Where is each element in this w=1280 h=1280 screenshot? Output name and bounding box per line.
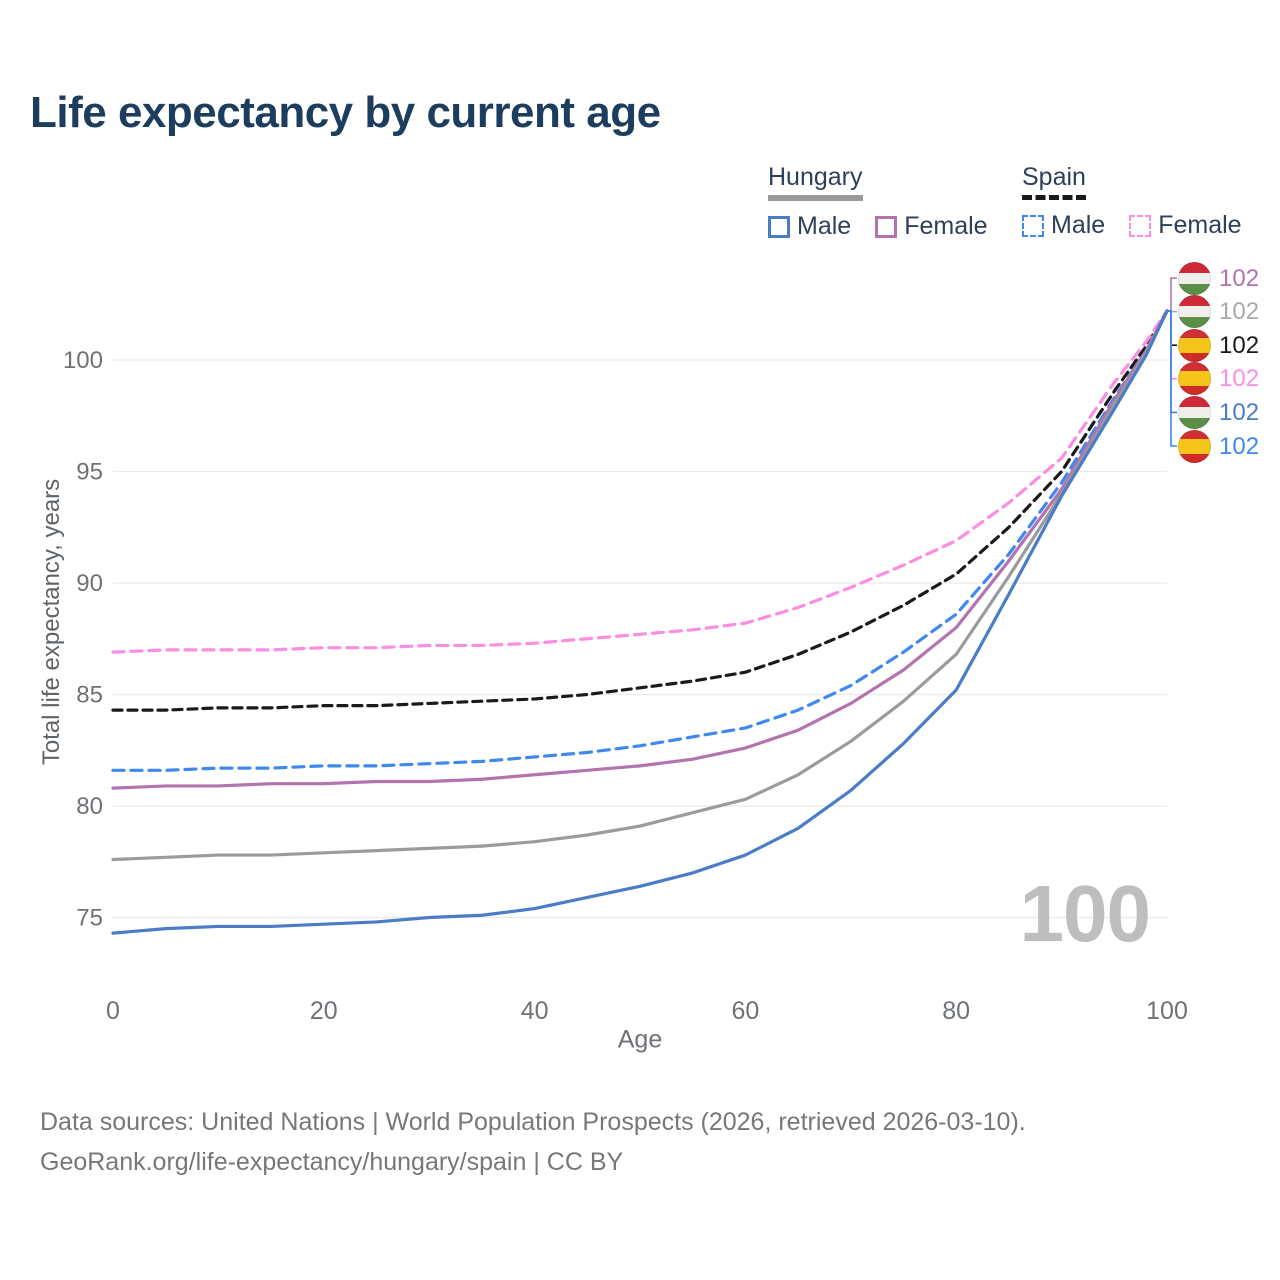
- legend-group-spain: Spain Male Female: [1022, 163, 1266, 240]
- series-line-spain-both-sexes[interactable]: [111, 309, 1169, 712]
- footer-attribution-line: GeoRank.org/life-expectancy/hungary/spai…: [40, 1148, 624, 1176]
- legend-header-hungary[interactable]: Hungary: [768, 163, 863, 201]
- y-axis-title: Total life expectancy, years: [38, 478, 65, 766]
- legend-swatch-hungary-male[interactable]: [768, 215, 790, 238]
- legend-label-hungary-female: Female: [904, 212, 988, 240]
- end-label-row-spain-male: 102: [1178, 429, 1260, 463]
- series-line-spain-female[interactable]: [111, 309, 1169, 654]
- chart-canvas: 75 80 85 90 95 100 0 20 40 60 80 100: [63, 277, 1188, 1025]
- legend-swatch-hungary-female[interactable]: [875, 215, 898, 238]
- legend-label-spain-male: Male: [1051, 211, 1106, 239]
- spain-flag-icon: [1178, 429, 1211, 463]
- hungary-flag-icon: [1178, 261, 1211, 295]
- y-tick-label: 85: [76, 682, 103, 709]
- end-label-leader: [1167, 277, 1177, 312]
- y-tick-label: 95: [76, 459, 103, 486]
- age-watermark: 100: [1019, 869, 1151, 958]
- page-title: Life expectancy by current age: [30, 88, 661, 137]
- series-line-spain-male[interactable]: [111, 309, 1169, 772]
- end-label-row-hungary-male: 102: [1178, 395, 1260, 429]
- y-tick-label: 90: [76, 570, 103, 597]
- x-tick-label: 20: [310, 997, 338, 1025]
- end-label-leader: [1167, 310, 1177, 447]
- x-tick-label: 40: [521, 997, 549, 1025]
- legend-item-spain-female[interactable]: Female: [1129, 211, 1242, 240]
- legend-label-hungary-male: Male: [797, 212, 852, 240]
- end-label-row-hungary-female: 102: [1178, 261, 1260, 295]
- y-tick-label: 100: [63, 347, 103, 374]
- spain-flag-icon: [1178, 328, 1211, 362]
- end-label-row-spain-both-sexes: 102: [1178, 328, 1260, 362]
- end-label-leader: [1167, 310, 1177, 414]
- legend-item-hungary-female[interactable]: Female: [875, 212, 988, 241]
- legend-swatch-spain-female[interactable]: [1129, 214, 1152, 237]
- series-line-hungary-female[interactable]: [111, 309, 1169, 790]
- legend-swatch-spain-male[interactable]: [1022, 214, 1044, 237]
- x-tick-label: 0: [106, 997, 120, 1025]
- hungary-flag-icon: [1178, 395, 1211, 429]
- y-tick-label: 80: [76, 793, 103, 820]
- series-line-hungary-male[interactable]: [111, 309, 1169, 935]
- legend-item-hungary-male[interactable]: Male: [768, 212, 851, 241]
- end-label-value: 102: [1219, 365, 1260, 393]
- end-label-row-hungary-both-sexes: 102: [1178, 295, 1260, 329]
- footer-source-line: Data sources: United Nations | World Pop…: [40, 1108, 1026, 1136]
- series-line-hungary-both-sexes[interactable]: [111, 309, 1169, 862]
- end-label-row-spain-female: 102: [1178, 362, 1260, 396]
- end-label-value: 102: [1219, 298, 1260, 326]
- x-axis-title: Age: [617, 1025, 663, 1054]
- legend-group-hungary: Hungary Male Female: [768, 163, 1012, 241]
- x-tick-label: 100: [1146, 997, 1188, 1025]
- end-label-value: 102: [1219, 398, 1260, 426]
- y-tick-label: 75: [76, 905, 103, 932]
- hungary-flag-icon: [1178, 295, 1211, 329]
- end-label-value: 102: [1219, 264, 1260, 292]
- x-tick-label: 60: [731, 997, 759, 1025]
- spain-flag-icon: [1178, 362, 1211, 396]
- legend-items-spain: Male Female: [1022, 211, 1266, 240]
- end-label-value: 102: [1219, 432, 1260, 460]
- x-tick-label: 80: [942, 997, 970, 1025]
- end-label-value: 102: [1219, 331, 1260, 359]
- legend-items-hungary: Male Female: [768, 212, 1012, 241]
- legend-item-spain-male[interactable]: Male: [1022, 211, 1105, 240]
- legend-label-spain-female: Female: [1158, 211, 1242, 239]
- legend-header-spain[interactable]: Spain: [1022, 163, 1086, 200]
- end-label-leader: [1167, 310, 1177, 346]
